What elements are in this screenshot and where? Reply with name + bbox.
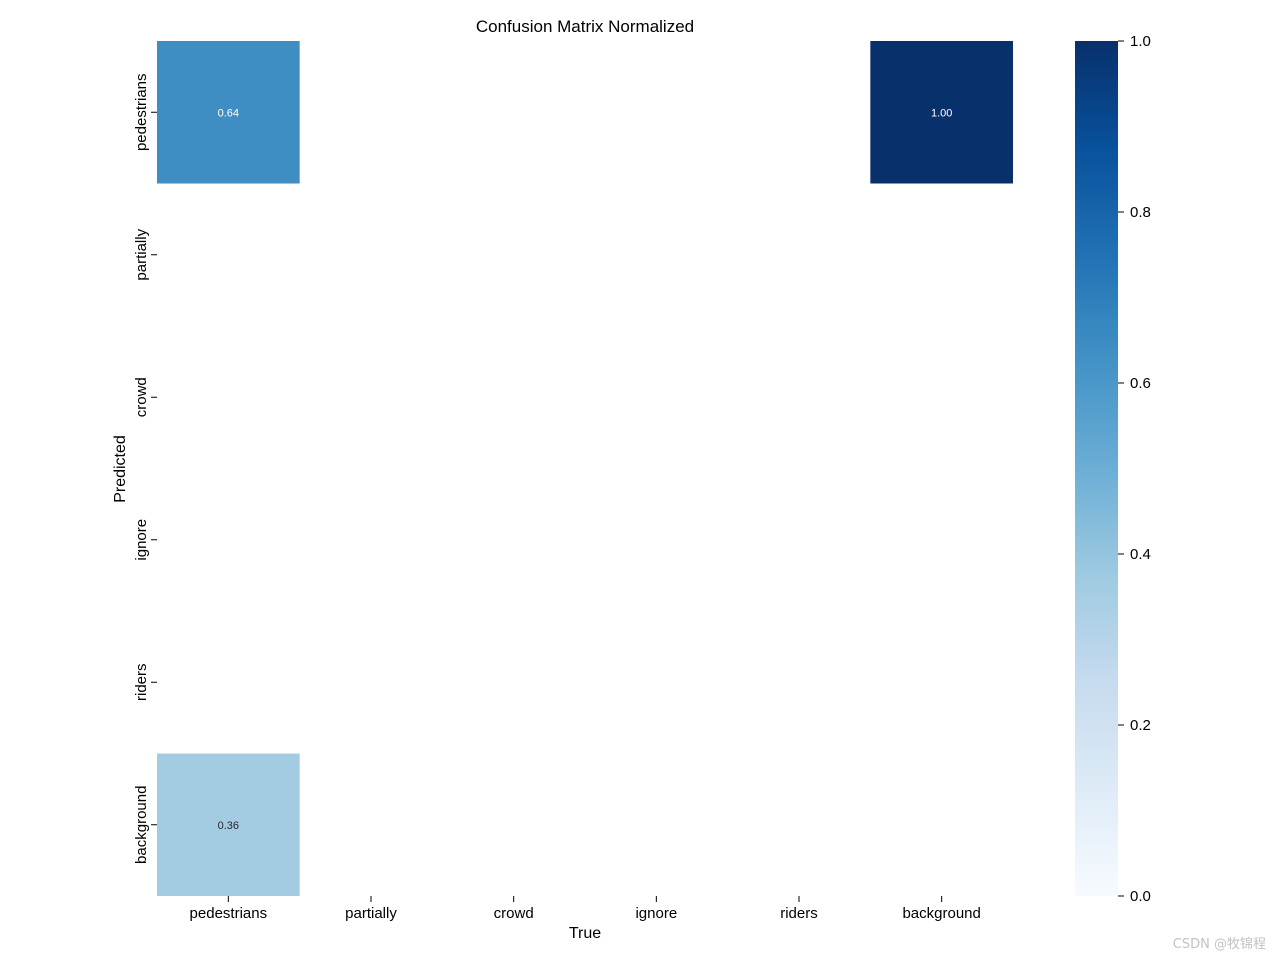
x-tick-label-partially: partially <box>345 905 397 922</box>
colorbar-tick-label-1: 0.2 <box>1130 717 1151 734</box>
colorbar-tick-label-3: 0.6 <box>1130 375 1151 392</box>
x-tick-label-crowd: crowd <box>494 905 534 922</box>
x-tick-label-pedestrians: pedestrians <box>190 905 268 922</box>
x-tick-label-ignore: ignore <box>635 905 677 922</box>
colorbar-tick-label-2: 0.4 <box>1130 546 1151 563</box>
cell-label-pedestrians-pedestrians: 0.64 <box>218 107 239 119</box>
x-tick-label-riders: riders <box>780 905 818 922</box>
x-axis-ticks: pedestrians partially crowd ignore riders bac… <box>190 896 981 922</box>
y-axis-label: Predicted <box>112 435 129 503</box>
x-tick-label-background: background <box>902 905 980 922</box>
y-tick-label-crowd: crowd <box>133 377 150 417</box>
heatmap-cells <box>157 41 1013 896</box>
colorbar <box>1075 41 1118 896</box>
y-tick-label-ignore: ignore <box>133 519 150 561</box>
y-axis-ticks: pedestrians partially crowd ignore riders bac… <box>133 73 157 864</box>
y-tick-label-background: background <box>133 786 150 864</box>
heatmap-cell-pedestrians-pedestrians <box>157 41 300 184</box>
heatmap-cell-background-pedestrians <box>157 753 300 896</box>
watermark: CSDN @牧锦程 <box>1172 937 1266 952</box>
heatmap-cell-labels: 0.64 1.00 0.36 <box>218 107 953 832</box>
cell-label-background-pedestrians: 0.36 <box>218 820 239 832</box>
y-tick-label-partially: partially <box>133 228 150 280</box>
chart-title: Confusion Matrix Normalized <box>476 17 694 36</box>
y-tick-label-riders: riders <box>133 663 150 701</box>
colorbar-ticks: 0.0 0.2 0.4 0.6 0.8 1.0 <box>1118 33 1151 905</box>
colorbar-tick-label-5: 1.0 <box>1130 33 1151 50</box>
x-axis-label: True <box>569 925 601 942</box>
heatmap-cell-pedestrians-background <box>870 41 1013 184</box>
colorbar-tick-label-0: 0.0 <box>1130 888 1151 905</box>
colorbar-tick-label-4: 0.8 <box>1130 204 1151 221</box>
cell-label-pedestrians-background: 1.00 <box>931 107 952 119</box>
y-tick-label-pedestrians: pedestrians <box>133 73 150 151</box>
